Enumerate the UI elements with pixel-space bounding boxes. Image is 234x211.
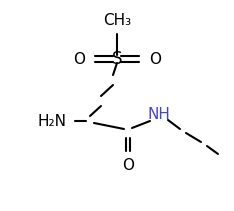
Text: NH: NH (148, 107, 170, 122)
Text: O: O (149, 51, 161, 66)
Text: O: O (122, 157, 134, 173)
Text: H₂N: H₂N (37, 114, 66, 128)
Text: CH₃: CH₃ (103, 12, 131, 27)
Text: S: S (112, 50, 122, 68)
Text: O: O (73, 51, 85, 66)
